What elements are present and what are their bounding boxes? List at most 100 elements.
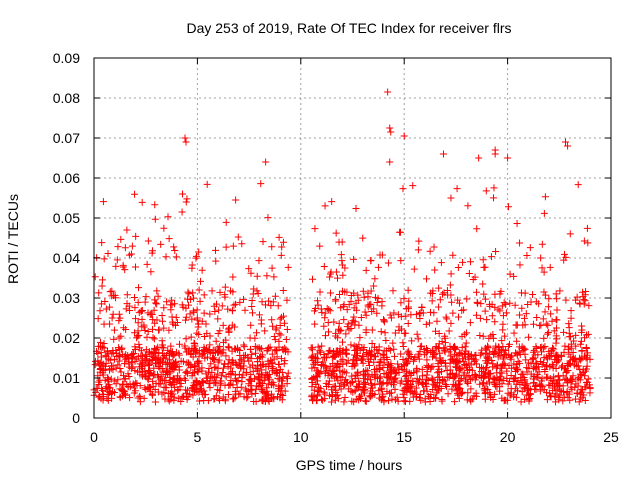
data-point xyxy=(447,352,455,360)
data-point xyxy=(366,355,374,363)
data-point xyxy=(143,333,151,341)
data-point xyxy=(324,319,332,327)
data-point xyxy=(458,307,466,315)
data-point xyxy=(171,321,179,329)
data-point xyxy=(373,346,381,354)
data-point xyxy=(521,289,529,297)
data-point xyxy=(193,329,201,337)
data-point xyxy=(578,347,586,355)
data-point xyxy=(242,385,250,393)
data-point xyxy=(206,384,214,392)
data-point xyxy=(154,292,162,300)
data-point xyxy=(283,296,291,304)
data-point xyxy=(388,389,396,397)
data-point xyxy=(570,355,578,363)
x-tick-label: 25 xyxy=(603,429,619,445)
data-point xyxy=(110,335,118,343)
data-point xyxy=(177,397,185,405)
data-point xyxy=(430,394,438,402)
data-point xyxy=(145,372,153,380)
data-point xyxy=(158,364,166,372)
data-point xyxy=(526,390,534,398)
data-point xyxy=(273,353,281,361)
data-point xyxy=(573,389,581,397)
data-point xyxy=(138,357,146,365)
data-point xyxy=(368,392,376,400)
data-point xyxy=(367,380,375,388)
data-point xyxy=(239,295,247,303)
data-point xyxy=(236,390,244,398)
data-point xyxy=(549,387,557,395)
data-point xyxy=(158,343,166,351)
data-point xyxy=(533,313,541,321)
data-point xyxy=(543,330,551,338)
data-point xyxy=(326,363,334,371)
data-point xyxy=(553,295,561,303)
data-point xyxy=(126,306,134,314)
data-point xyxy=(182,198,190,206)
data-point xyxy=(447,194,455,202)
data-point xyxy=(214,329,222,337)
data-point xyxy=(359,385,367,393)
data-point xyxy=(396,379,404,387)
data-point xyxy=(202,370,210,378)
data-point xyxy=(583,362,591,370)
data-point xyxy=(367,256,375,264)
data-point xyxy=(110,292,118,300)
data-point xyxy=(95,289,103,297)
data-point xyxy=(451,398,459,406)
data-point xyxy=(576,395,584,403)
data-point xyxy=(221,360,229,368)
data-point xyxy=(473,225,481,233)
data-point xyxy=(336,327,344,335)
data-point xyxy=(135,340,143,348)
data-point xyxy=(479,280,487,288)
data-point xyxy=(104,383,112,391)
data-point xyxy=(205,364,213,372)
data-point xyxy=(224,391,232,399)
data-point xyxy=(185,346,193,354)
data-point xyxy=(97,385,105,393)
data-point xyxy=(422,275,430,283)
data-point xyxy=(526,395,534,403)
data-point xyxy=(499,355,507,363)
data-point xyxy=(359,346,367,354)
data-point xyxy=(443,286,451,294)
data-point xyxy=(236,351,244,359)
data-point xyxy=(541,343,549,351)
data-point xyxy=(375,361,383,369)
data-point xyxy=(538,375,546,383)
data-point xyxy=(340,398,348,406)
data-point xyxy=(342,349,350,357)
data-point xyxy=(391,366,399,374)
data-point xyxy=(565,333,573,341)
data-point xyxy=(310,374,318,382)
data-point xyxy=(467,352,475,360)
data-point xyxy=(443,382,451,390)
data-point xyxy=(279,345,287,353)
data-point xyxy=(198,266,206,274)
data-point xyxy=(486,349,494,357)
data-point xyxy=(539,383,547,391)
data-point xyxy=(444,390,452,398)
data-point xyxy=(499,326,507,334)
data-point xyxy=(136,392,144,400)
data-point xyxy=(420,387,428,395)
data-point xyxy=(259,238,267,246)
data-point xyxy=(265,370,273,378)
data-point xyxy=(331,362,339,370)
data-point xyxy=(574,181,582,189)
data-point xyxy=(195,286,203,294)
data-point xyxy=(457,390,465,398)
data-point xyxy=(106,320,114,328)
data-point xyxy=(548,317,556,325)
data-point xyxy=(254,372,262,380)
data-point xyxy=(427,308,435,316)
data-point xyxy=(472,311,480,319)
data-point xyxy=(314,343,322,351)
data-point xyxy=(481,295,489,303)
data-point xyxy=(584,239,592,247)
data-point xyxy=(275,233,283,241)
data-point xyxy=(440,344,448,352)
data-point xyxy=(337,304,345,312)
